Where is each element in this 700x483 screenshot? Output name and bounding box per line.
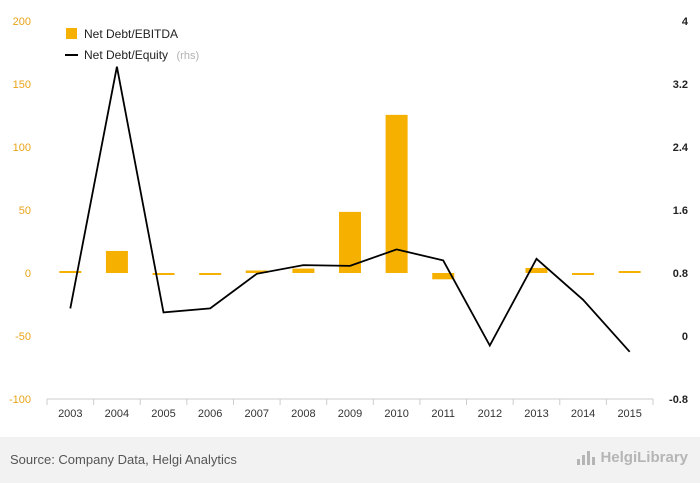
brand-logo: HelgiLibrary	[577, 449, 688, 466]
right-tick-label: 2.4	[673, 142, 689, 154]
source-text: Source: Company Data, Helgi Analytics	[10, 452, 237, 467]
x-tick-label: 2006	[198, 408, 222, 420]
legend-label-equity-suffix: (rhs)	[177, 50, 200, 62]
left-tick-label: 50	[19, 205, 31, 217]
left-tick-label: 200	[13, 16, 31, 28]
legend: Net Debt/EBITDA Net Debt/Equity (rhs)	[65, 27, 199, 63]
x-tick-label: 2004	[105, 408, 129, 420]
bar	[432, 273, 455, 280]
bar	[105, 250, 128, 273]
x-tick-label: 2005	[151, 408, 175, 420]
x-axis: 2003 2004 2005 2006 2007 2008 2009 2010 2011 2012…	[46, 399, 654, 420]
bar	[572, 273, 595, 275]
x-tick-label: 2003	[58, 408, 82, 420]
left-tick-label: 100	[13, 142, 31, 154]
net-debt-ebitda-bars	[59, 114, 641, 280]
left-tick-label: 0	[25, 268, 31, 280]
x-tick-label: 2010	[384, 408, 408, 420]
x-tick-label: 2012	[478, 408, 502, 420]
bar	[339, 211, 361, 273]
bar-chart-icon	[577, 450, 596, 465]
left-tick-label: 150	[13, 79, 31, 91]
right-tick-label: 4	[682, 16, 689, 28]
right-tick-label: 3.2	[673, 79, 688, 91]
bar	[618, 271, 641, 273]
left-tick-label: -100	[9, 394, 31, 406]
bar	[525, 267, 548, 273]
x-tick-label: 2008	[291, 408, 315, 420]
x-tick-label: 2011	[431, 408, 455, 420]
brand-name: HelgiLibrary	[600, 449, 688, 466]
right-tick-label: -0.8	[669, 394, 688, 406]
right-tick-label: 1.6	[673, 205, 688, 217]
bar	[385, 114, 408, 274]
footer: Source: Company Data, Helgi Analytics He…	[0, 437, 700, 483]
x-tick-label: 2007	[245, 408, 269, 420]
net-debt-equity-line	[69, 66, 631, 353]
bar	[59, 271, 82, 273]
x-tick-label: 2009	[338, 408, 362, 420]
legend-label-equity: Net Debt/Equity (rhs)	[84, 46, 199, 63]
x-tick-label: 2014	[571, 408, 595, 420]
bar	[292, 268, 315, 273]
bar	[199, 273, 222, 275]
left-tick-label: -50	[15, 331, 31, 343]
right-tick-label: 0	[682, 331, 688, 343]
x-tick-label: 2013	[524, 408, 548, 420]
legend-label-ebitda: Net Debt/EBITDA	[84, 27, 178, 41]
combo-chart: 200 150 100 50 0 -50 -100 4 3.2 2.4 1.6 0.8 0 -0.8 2…	[9, 16, 689, 420]
right-axis: 4 3.2 2.4 1.6 0.8 0 -0.8	[669, 16, 689, 406]
right-tick-label: 0.8	[673, 268, 688, 280]
legend-swatch-ebitda	[66, 28, 77, 39]
bar	[245, 270, 268, 273]
left-axis: 200 150 100 50 0 -50 -100	[9, 16, 31, 406]
legend-label-equity-name: Net Debt/Equity	[84, 48, 168, 62]
x-tick-label: 2015	[617, 408, 641, 420]
bar	[152, 273, 175, 275]
